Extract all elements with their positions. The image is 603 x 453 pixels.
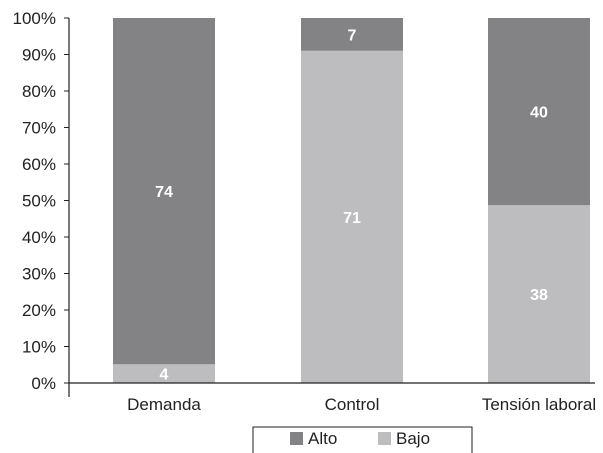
y-tick-label: 90% [22,46,56,65]
axes-group [68,18,595,397]
x-axis-labels: Demanda Control Tensión laboral [127,395,596,414]
y-axis-ticks: 0% 10% 20% 30% 40% 50% 60% 70% 80% 90% 100% [13,9,69,393]
bar-segment-alto [113,18,215,365]
data-label: 40 [530,105,548,122]
y-tick-label: 80% [22,82,56,101]
legend-swatch-bajo [378,432,391,445]
y-tick-label: 70% [22,119,56,138]
legend-label: Bajo [396,429,430,448]
y-tick-label: 10% [22,338,56,357]
legend: Alto Bajo [252,426,473,453]
legend-box [252,426,473,453]
data-label: 4 [160,367,169,384]
legend-swatch-alto [290,432,303,445]
x-category-label: Demanda [127,395,201,414]
y-tick-label: 40% [22,228,56,247]
y-tick-label: 30% [22,265,56,284]
legend-label: Alto [308,429,337,448]
bar-segment-alto [488,18,590,206]
data-label: 74 [155,184,173,201]
y-tick-label: 0% [31,374,56,393]
data-label: 71 [343,210,361,227]
bar-segment-bajo [113,364,215,383]
bar-segment-bajo [301,50,403,383]
x-category-label: Tensión laboral [482,395,596,414]
y-tick-label: 20% [22,301,56,320]
bars-group: 4 74 71 7 38 40 [113,18,590,384]
y-tick-label: 60% [22,155,56,174]
x-category-label: Control [325,395,380,414]
bar-segment-alto [301,18,403,51]
data-label: 7 [348,27,357,44]
data-label: 38 [530,287,548,304]
y-tick-label: 100% [13,9,56,28]
bar-segment-bajo [488,205,590,383]
y-tick-label: 50% [22,192,56,211]
